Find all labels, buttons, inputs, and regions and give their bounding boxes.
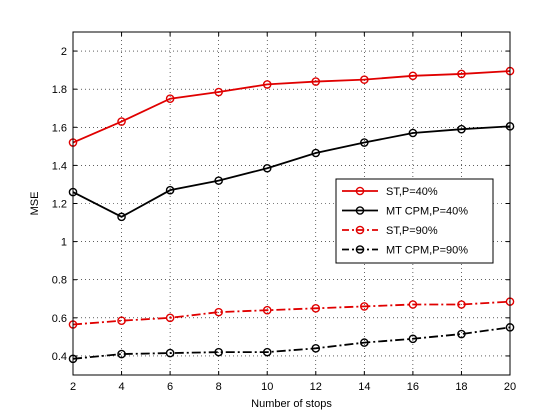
data-point [457, 329, 466, 339]
legend-label: ST,P=90% [386, 225, 438, 237]
y-tick-label: 0.4 [52, 351, 67, 363]
data-point [457, 300, 466, 309]
series-line [72, 300, 511, 326]
y-tick-label: 1.6 [52, 122, 67, 134]
data-point [262, 80, 272, 89]
ticks: 2 4 6 8 10 12 14 16 18 20 0.4 0.6 0.8 1 1.2 1.4 1.6 1.8 2 [52, 32, 516, 393]
series-line [72, 125, 511, 218]
data-point [311, 148, 321, 158]
data-point [165, 313, 175, 323]
legend-label: MT CPM,P=90% [386, 245, 468, 257]
y-tick-label: 1.8 [52, 84, 67, 96]
x-tick-label: 8 [216, 381, 222, 393]
data-point [262, 305, 272, 315]
x-tick-label: 2 [70, 381, 76, 393]
data-point [214, 176, 223, 185]
x-tick-label: 10 [261, 381, 273, 393]
y-tick-label: 2 [61, 46, 67, 58]
data-point [165, 185, 175, 195]
legend-marker [355, 206, 365, 215]
data-point [214, 307, 223, 317]
legend-marker [355, 225, 365, 235]
series-2 [68, 122, 515, 222]
data-point [214, 347, 223, 357]
x-tick-label: 16 [407, 381, 419, 393]
x-axis-label: Number of stops [251, 398, 332, 410]
data-point [117, 316, 126, 325]
y-tick-label: 0.8 [52, 275, 67, 287]
legend-label: MT CPM,P=40% [386, 206, 468, 218]
legend-marker [355, 186, 365, 196]
series-line [72, 70, 511, 144]
data-point [360, 138, 369, 147]
x-tick-label: 6 [167, 381, 173, 393]
data-point [117, 212, 126, 222]
x-tick-label: 20 [504, 381, 516, 393]
legend-item: MT CPM,P=90% [342, 245, 468, 257]
data-point [117, 117, 126, 126]
data-point [311, 344, 321, 353]
data-point [165, 348, 175, 358]
y-axis-label: MSE [29, 192, 41, 216]
series-4 [68, 323, 515, 364]
data-point [408, 71, 418, 81]
data-point [408, 128, 418, 138]
y-tick-label: 1 [61, 237, 67, 249]
y-tick-label: 1.2 [52, 199, 67, 211]
data-point [457, 124, 466, 134]
x-tick-label: 18 [455, 381, 467, 393]
data-point [311, 304, 321, 313]
series-3 [68, 297, 515, 329]
data-point [408, 300, 418, 309]
data-point [457, 69, 466, 79]
x-tick-label: 4 [118, 381, 124, 393]
data-point [165, 94, 175, 103]
x-tick-label: 12 [310, 381, 322, 393]
data-point [262, 163, 272, 173]
data-point [360, 302, 369, 311]
y-tick-label: 0.6 [52, 313, 67, 325]
x-tick-label: 14 [358, 381, 370, 393]
legend: ST,P=40% MT CPM,P=40% ST,P=90% MT CPM,P=90% [335, 178, 494, 264]
data-point [117, 349, 126, 359]
legend-item: ST,P=40% [342, 186, 438, 198]
legend-label: ST,P=40% [386, 186, 438, 198]
legend-item: MT CPM,P=40% [342, 206, 468, 218]
data-point [311, 77, 321, 86]
data-point [360, 338, 369, 347]
data-point [360, 75, 369, 84]
legend-marker [355, 245, 365, 254]
data-point [214, 87, 223, 97]
data-point [262, 347, 272, 357]
series-line [72, 326, 511, 360]
y-tick-label: 1.4 [52, 160, 67, 172]
legend-item: ST,P=90% [342, 225, 438, 237]
data-point [408, 334, 418, 344]
